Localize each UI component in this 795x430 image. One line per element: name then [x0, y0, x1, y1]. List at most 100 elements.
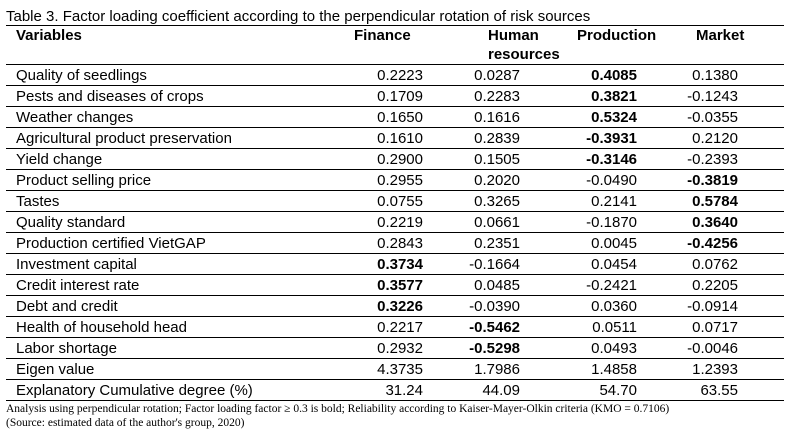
row-value: -0.0390: [450, 295, 562, 317]
row-value: 0.3226: [342, 295, 450, 317]
row-value: 0.0045: [562, 232, 675, 254]
row-label: Credit interest rate: [6, 274, 342, 296]
row-value: 0.0762: [675, 253, 784, 275]
row-value: -0.5298: [450, 337, 562, 359]
row-value: 0.2120: [675, 127, 784, 149]
row-value: -0.2421: [562, 274, 675, 296]
table-row: Tastes 0.0755 0.3265 0.2141 0.5784: [6, 190, 784, 212]
row-value: 0.2932: [342, 337, 450, 359]
row-value: 0.2955: [342, 169, 450, 191]
row-value: 0.2219: [342, 211, 450, 233]
table-row: Pests and diseases of crops 0.1709 0.2283 0…: [6, 85, 784, 107]
row-value: 54.70: [562, 379, 675, 401]
header-production: Production: [562, 25, 675, 65]
row-value: -0.3819: [675, 169, 784, 191]
row-value: 0.2205: [675, 274, 784, 296]
table-row: Health of household head 0.2217 -0.5462 0.0…: [6, 316, 784, 338]
row-value: 0.3265: [450, 190, 562, 212]
table-row: Labor shortage 0.2932 -0.5298 0.0493 -0.0046: [6, 337, 784, 359]
row-value: 0.1709: [342, 85, 450, 107]
row-label: Yield change: [6, 148, 342, 170]
row-value: -0.3146: [562, 148, 675, 170]
row-value: 0.1505: [450, 148, 562, 170]
row-label: Quality standard: [6, 211, 342, 233]
row-value: 0.0360: [562, 295, 675, 317]
table-row: Credit interest rate 0.3577 0.0485 -0.2421 0…: [6, 274, 784, 296]
row-label: Pests and diseases of crops: [6, 85, 342, 107]
note-source: (Source: estimated data of the author's …: [6, 417, 245, 429]
table-row: Explanatory Cumulative degree (%) 31.24 44…: [6, 379, 784, 401]
row-label: Explanatory Cumulative degree (%): [6, 379, 342, 401]
row-value: 0.2020: [450, 169, 562, 191]
row-value: -0.2393: [675, 148, 784, 170]
table-row: Eigen value 4.3735 1.7986 1.4858 1.2393: [6, 358, 784, 380]
row-value: 0.4085: [562, 64, 675, 86]
row-value: 0.5784: [675, 190, 784, 212]
row-value: 1.2393: [675, 358, 784, 380]
row-label: Eigen value: [6, 358, 342, 380]
row-value: 0.2283: [450, 85, 562, 107]
row-value: 44.09: [450, 379, 562, 401]
row-value: 0.0485: [450, 274, 562, 296]
row-value: 0.2217: [342, 316, 450, 338]
row-value: 0.2141: [562, 190, 675, 212]
row-value: 0.3640: [675, 211, 784, 233]
header-finance: Finance: [342, 25, 450, 65]
row-label: Quality of seedlings: [6, 64, 342, 86]
table-row: Production certified VietGAP 0.2843 0.2351…: [6, 232, 784, 254]
row-value: 0.1380: [675, 64, 784, 86]
row-value: -0.1870: [562, 211, 675, 233]
row-value: 0.2839: [450, 127, 562, 149]
row-value: 0.2900: [342, 148, 450, 170]
row-label: Product selling price: [6, 169, 342, 191]
row-value: 0.0454: [562, 253, 675, 275]
table-row: Quality of seedlings 0.2223 0.0287 0.4085 0.…: [6, 64, 784, 86]
row-value: 0.3821: [562, 85, 675, 107]
table-row: Investment capital 0.3734 -0.1664 0.0454 0.0…: [6, 253, 784, 275]
row-label: Labor shortage: [6, 337, 342, 359]
row-value: 0.0661: [450, 211, 562, 233]
row-value: 0.5324: [562, 106, 675, 128]
row-value: 0.0717: [675, 316, 784, 338]
row-value: 0.1616: [450, 106, 562, 128]
table-row: Agricultural product preservation 0.1610 0…: [6, 127, 784, 149]
row-value: 0.2843: [342, 232, 450, 254]
row-value: 0.1610: [342, 127, 450, 149]
row-value: 0.0287: [450, 64, 562, 86]
row-label: Investment capital: [6, 253, 342, 275]
row-label: Agricultural product preservation: [6, 127, 342, 149]
row-label: Debt and credit: [6, 295, 342, 317]
row-label: Health of household head: [6, 316, 342, 338]
row-value: 0.0493: [562, 337, 675, 359]
row-label: Tastes: [6, 190, 342, 212]
row-value: -0.0046: [675, 337, 784, 359]
header-market: Market: [675, 25, 784, 65]
table-container: Table 3. Factor loading coefficient acco…: [6, 8, 784, 430]
row-value: -0.0914: [675, 295, 784, 317]
header-variables: Variables: [6, 25, 342, 65]
table-notes: Analysis using perpendicular rotation; F…: [6, 402, 784, 430]
row-value: 0.0511: [562, 316, 675, 338]
row-value: -0.0490: [562, 169, 675, 191]
row-value: -0.3931: [562, 127, 675, 149]
header-row: Variables Finance Human resources Produc…: [6, 25, 784, 65]
row-label: Production certified VietGAP: [6, 232, 342, 254]
row-value: 1.4858: [562, 358, 675, 380]
row-value: 0.2351: [450, 232, 562, 254]
row-value: -0.5462: [450, 316, 562, 338]
row-value: 31.24: [342, 379, 450, 401]
row-value: 0.1650: [342, 106, 450, 128]
row-value: 0.2223: [342, 64, 450, 86]
table-caption: Table 3. Factor loading coefficient acco…: [6, 8, 591, 25]
factor-loading-table: Variables Finance Human resources Produc…: [6, 25, 784, 401]
row-value: -0.4256: [675, 232, 784, 254]
table-row: Product selling price 0.2955 0.2020 -0.0490…: [6, 169, 784, 191]
row-value: 0.3577: [342, 274, 450, 296]
row-value: 1.7986: [450, 358, 562, 380]
table-body: Quality of seedlings 0.2223 0.0287 0.4085 0.…: [6, 64, 784, 401]
row-value: 4.3735: [342, 358, 450, 380]
row-label: Weather changes: [6, 106, 342, 128]
row-value: -0.0355: [675, 106, 784, 128]
row-value: -0.1664: [450, 253, 562, 275]
table-row: Yield change 0.2900 0.1505 -0.3146 -0.2393: [6, 148, 784, 170]
